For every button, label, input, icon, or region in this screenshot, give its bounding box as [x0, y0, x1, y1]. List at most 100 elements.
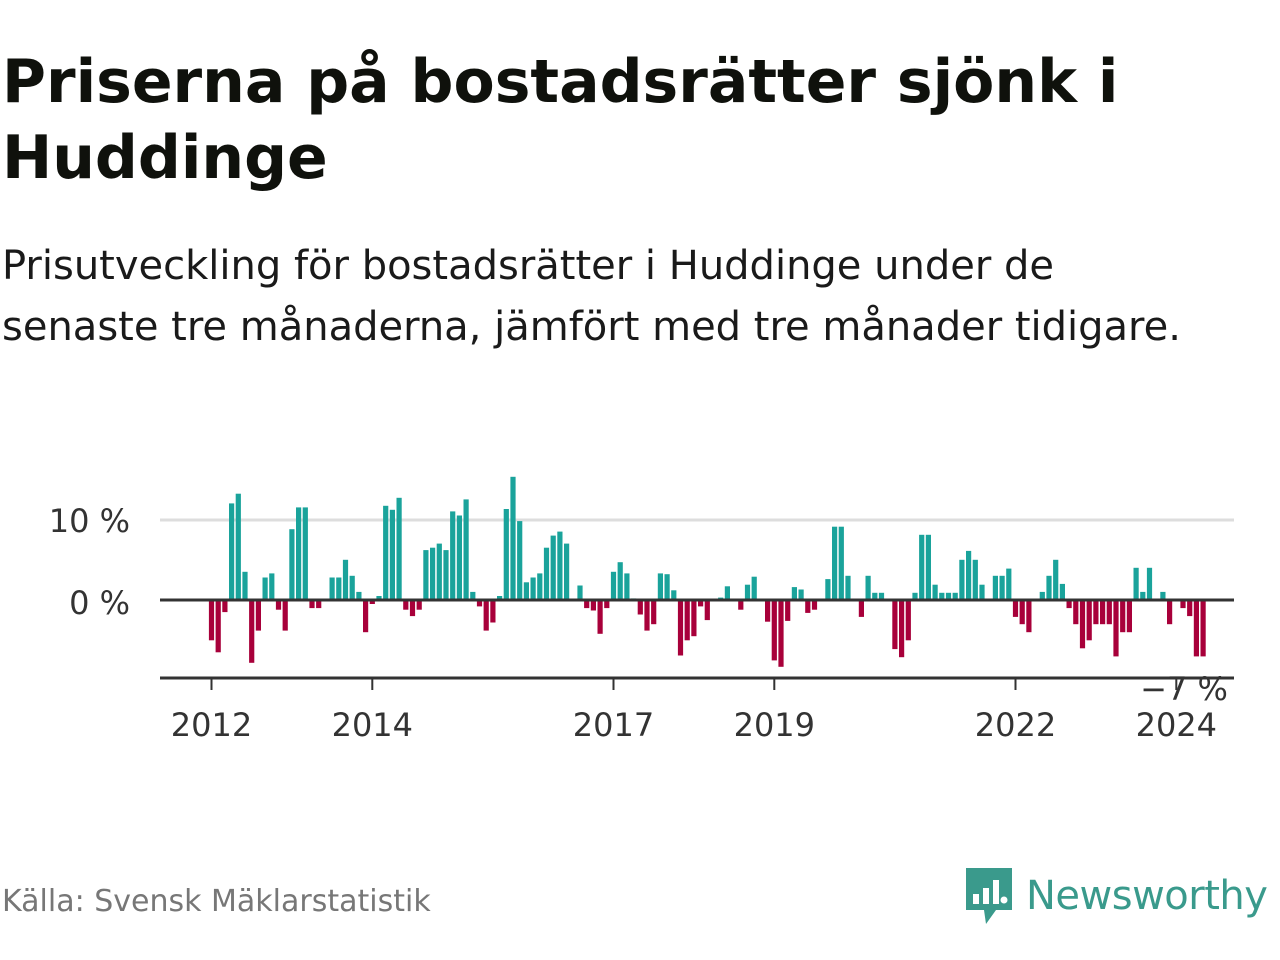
bar	[396, 497, 402, 600]
bar	[463, 499, 469, 600]
bar	[704, 600, 710, 621]
bar	[604, 600, 610, 609]
bar	[416, 600, 422, 610]
bar	[235, 493, 241, 600]
bar	[249, 600, 255, 663]
bar-series	[208, 476, 1206, 667]
chart-title: Priserna på bostadsrätter sjönk i Huddin…	[2, 47, 1119, 193]
y-tick-label-10: 10 %	[49, 502, 130, 540]
bar	[979, 584, 985, 600]
bar	[905, 600, 911, 641]
bar	[483, 600, 489, 631]
bar	[945, 592, 952, 600]
bar	[289, 529, 295, 600]
bar	[316, 600, 322, 609]
bar	[1006, 568, 1012, 600]
bar	[899, 600, 905, 658]
bar	[1133, 567, 1139, 600]
bar	[1140, 591, 1146, 600]
bar	[577, 585, 583, 600]
bar	[858, 600, 864, 617]
bar	[369, 600, 375, 604]
bar	[892, 600, 898, 650]
bar	[342, 559, 349, 601]
bar	[785, 600, 791, 621]
bar	[336, 577, 342, 600]
bar	[443, 550, 449, 600]
bar	[543, 547, 550, 600]
bar	[1066, 600, 1072, 609]
bar	[724, 586, 730, 600]
bar	[691, 600, 697, 637]
bar	[657, 573, 663, 600]
bar	[430, 547, 436, 600]
bar	[1019, 600, 1025, 625]
bar	[530, 577, 536, 600]
bar	[966, 550, 972, 600]
bar	[1126, 600, 1132, 633]
x-tick-label: 2022	[975, 706, 1056, 744]
bar	[229, 503, 235, 600]
end-value-label: −7 %	[1140, 670, 1228, 708]
bar	[409, 600, 416, 617]
bar	[1086, 600, 1092, 641]
bar	[972, 559, 978, 601]
x-tick-label: 2017	[573, 706, 654, 744]
bar	[932, 584, 938, 600]
bar	[1146, 567, 1153, 600]
bar	[1059, 583, 1065, 600]
bar	[476, 600, 483, 607]
bar	[838, 526, 844, 600]
bar	[832, 526, 838, 600]
bar	[791, 587, 797, 600]
bar	[1160, 591, 1166, 600]
bar	[450, 511, 456, 600]
chart-subtitle: Prisutveckling för bostadsrätter i Huddi…	[2, 243, 1181, 350]
bar	[510, 476, 516, 600]
bar	[778, 600, 784, 667]
bar	[1180, 600, 1186, 609]
bar	[798, 589, 804, 600]
bar	[1120, 600, 1126, 633]
bar	[584, 600, 590, 609]
bar	[215, 600, 221, 653]
x-tick-label: 2024	[1136, 706, 1217, 744]
x-axis-ticks: 2012 2014 2017 2019 2022 2024	[171, 678, 1217, 744]
bar	[356, 591, 362, 600]
bar	[610, 571, 617, 600]
bar	[376, 596, 382, 600]
bar	[1167, 600, 1173, 625]
bar	[912, 592, 918, 600]
bar	[617, 562, 623, 600]
bar	[436, 543, 442, 600]
bar	[671, 590, 677, 600]
x-tick-label: 2012	[171, 706, 252, 744]
bar	[222, 600, 228, 613]
bar	[1187, 600, 1193, 617]
x-tick-label: 2014	[332, 706, 413, 744]
bar	[825, 579, 831, 600]
bar	[999, 575, 1005, 600]
bar	[597, 600, 603, 634]
bar	[1106, 600, 1112, 625]
bar	[296, 507, 302, 600]
bar	[490, 600, 496, 623]
bar	[208, 600, 215, 641]
bar	[651, 600, 657, 625]
bar	[698, 600, 704, 607]
bar	[992, 575, 998, 600]
bar	[503, 509, 509, 600]
bar	[872, 592, 878, 600]
bar	[1113, 600, 1119, 657]
bar	[684, 600, 690, 641]
bar	[564, 543, 570, 600]
bar	[349, 575, 355, 600]
bar	[269, 573, 275, 600]
bar	[1100, 600, 1106, 625]
bar	[765, 600, 771, 622]
bar	[624, 573, 630, 600]
bar	[309, 600, 315, 609]
bar	[537, 573, 543, 600]
bar	[664, 574, 670, 600]
bar	[262, 577, 268, 600]
